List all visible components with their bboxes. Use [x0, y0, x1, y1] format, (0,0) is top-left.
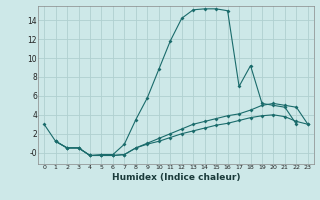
X-axis label: Humidex (Indice chaleur): Humidex (Indice chaleur) — [112, 173, 240, 182]
